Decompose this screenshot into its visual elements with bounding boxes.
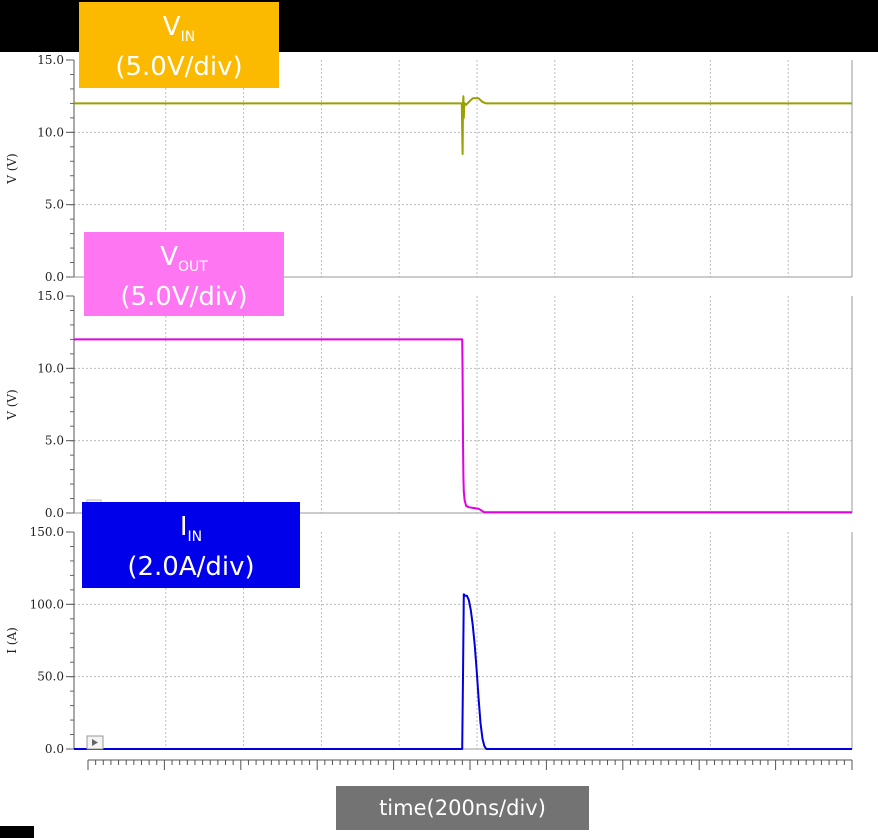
vout-ytick-label: 10.0 [37, 361, 64, 375]
vout-ylabel: V (V) [5, 389, 19, 421]
vin-tag: VIN (5.0V/div) [79, 2, 279, 88]
iin-tag-main: I [179, 512, 188, 542]
iin-ylabel: I (A) [5, 627, 19, 654]
time-axis-label: time(200ns/div) [336, 786, 589, 830]
vin-ytick-label: 0.0 [45, 270, 64, 284]
iin-tag-sub: IN [187, 529, 203, 545]
iin-tag-scale: (2.0A/div) [127, 552, 255, 582]
vout-ytick-label: 5.0 [45, 434, 64, 448]
play-icon [92, 739, 98, 746]
iin-ytick-label: 0.0 [45, 742, 64, 756]
vout-tag: VOUT (5.0V/div) [84, 232, 284, 316]
iin-ytick-label: 150.0 [30, 525, 64, 539]
vin-tag-sub: IN [180, 29, 196, 45]
vin-tag-scale: (5.0V/div) [115, 52, 243, 82]
vin-trace [74, 95, 852, 155]
oscilloscope-panel: 0.0 5.0 10.0 15.0 V (V) 0.0 5.0 10.0 15.0 V (V) 0.… [0, 52, 878, 838]
vin-ytick-label: 5.0 [45, 198, 64, 212]
iin-ytick-label: 50.0 [37, 670, 64, 684]
vout-ytick-label: 0.0 [45, 506, 64, 520]
iin-ytick-label: 100.0 [30, 597, 64, 611]
iin-trace [74, 593, 852, 750]
vout-tag-main: V [160, 242, 178, 272]
iin-tag: IIN (2.0A/div) [82, 502, 300, 588]
vin-tag-main: V [162, 12, 181, 42]
vout-ytick-label: 15.0 [37, 289, 64, 303]
vin-ytick-label: 15.0 [37, 53, 64, 67]
vin-ytick-label: 10.0 [37, 125, 64, 139]
vout-tag-scale: (5.0V/div) [120, 282, 248, 312]
bottom-mark [0, 826, 34, 838]
vout-trace [74, 338, 852, 514]
waveform-plot: 0.0 5.0 10.0 15.0 V (V) 0.0 5.0 10.0 15.0 V (V) 0.… [5, 53, 853, 770]
vout-tag-sub: OUT [177, 259, 208, 275]
vin-ylabel: V (V) [5, 153, 19, 185]
